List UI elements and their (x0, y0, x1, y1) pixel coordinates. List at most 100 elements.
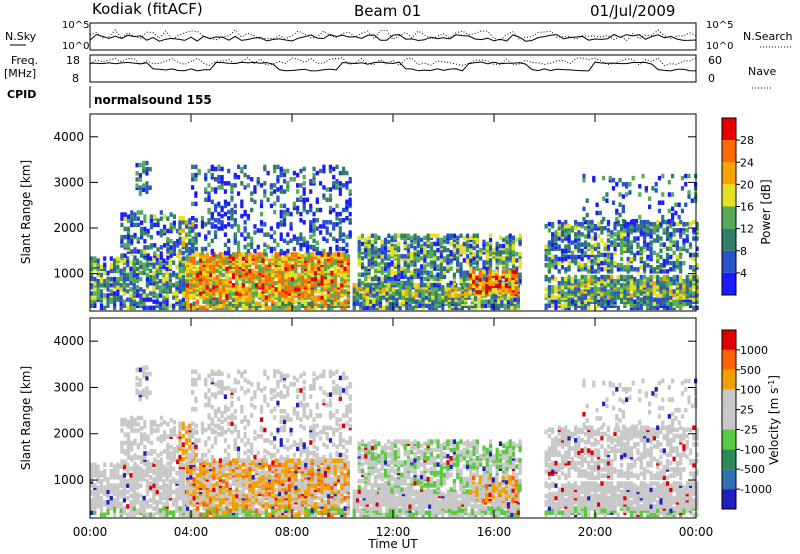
power-cell-829 (228, 301, 232, 306)
power-cell-2779 (410, 243, 414, 249)
power-cell-362 (178, 305, 182, 311)
power-cell-1898 (286, 248, 290, 254)
power-cell-1964 (309, 207, 313, 213)
power-cell-2897 (442, 274, 447, 280)
velocity-cell-164 (129, 499, 133, 505)
power-cell-3757 (672, 289, 676, 294)
velocity-cell-260 (152, 493, 156, 499)
power-cell-3693 (656, 293, 660, 298)
power-cell-3770 (675, 280, 679, 286)
power-cell-3379 (570, 299, 574, 304)
velocity-cell-106 (112, 483, 117, 488)
power-cell-4221 (649, 248, 653, 254)
power-cell-2194 (388, 301, 392, 306)
power-cell-276 (155, 283, 159, 288)
power-cell-1731 (223, 242, 228, 248)
velocity-cell-202 (135, 481, 140, 486)
power-cell-3844 (695, 274, 699, 280)
power-cell-3425 (580, 274, 584, 280)
power-cell-305 (162, 278, 166, 284)
power-cell-2177 (382, 305, 386, 311)
power-cell-734 (212, 276, 216, 282)
power-cell-2896 (439, 237, 443, 243)
power-cell-1546 (343, 289, 347, 294)
power-cell-4098 (616, 262, 620, 268)
power-cell-3850 (544, 244, 548, 249)
power-cell-3872 (551, 236, 555, 241)
power-cell-2057 (338, 181, 342, 186)
power-cell-2807 (416, 235, 420, 241)
power-cell-4046 (600, 260, 604, 266)
power-cell-2794 (413, 239, 417, 245)
power-cell-965 (248, 260, 252, 265)
power-cell-213 (139, 293, 143, 298)
power-cell-2890 (439, 258, 443, 263)
power-cell-2192 (385, 283, 389, 288)
power-cell-525 (169, 212, 173, 217)
power-cell-3119 (502, 243, 506, 249)
power-cell-3695 (656, 285, 660, 290)
power-cell-3299 (514, 269, 518, 274)
velocity-cell-296 (158, 466, 163, 472)
power-cell-3326 (554, 305, 558, 311)
power-cell-4301 (672, 232, 676, 237)
power-cell-1138 (277, 278, 282, 284)
power-cell-2796 (413, 233, 417, 239)
power-cell-2932 (452, 272, 457, 278)
power-cell-3928 (567, 260, 571, 266)
power-cell-3998 (587, 242, 591, 247)
power-cell-2044 (335, 179, 339, 184)
power-cell-2876 (436, 276, 440, 282)
power-cell-1430 (323, 272, 328, 278)
velocity-cell-429 (126, 432, 131, 437)
power-cell-2990 (465, 233, 470, 239)
power-colorbar-swatch-6 (722, 140, 736, 163)
power-cell-3665 (649, 305, 653, 311)
power-cell-1661 (200, 215, 205, 221)
power-cell-3132 (505, 243, 509, 249)
power-cell-1853 (273, 238, 277, 244)
power-cell-3579 (626, 299, 630, 304)
power-cell-1557 (343, 252, 347, 257)
power-cell-1645 (194, 232, 198, 237)
power-cell-2888 (439, 266, 443, 271)
velocity-cell-283 (155, 466, 159, 472)
power-cell-2099 (352, 289, 356, 294)
velocity-cell-101 (112, 502, 117, 507)
power-cell-3944 (570, 226, 574, 231)
power-cell-1995 (319, 207, 323, 213)
power-cell-4408 (638, 184, 642, 189)
power-cell-1053 (264, 295, 268, 300)
power-cell-4110 (619, 248, 624, 254)
power-cell-2686 (390, 268, 394, 273)
power-cell-2793 (413, 245, 417, 251)
power-cell-360 (175, 272, 179, 278)
power-cell-763 (218, 303, 222, 309)
power-cell-1409 (320, 280, 324, 286)
velocity-cell-102 (112, 497, 117, 503)
power-cell-3761 (675, 303, 679, 309)
power-cell-3403 (577, 301, 581, 306)
power-cell-3571 (623, 293, 627, 298)
power-cell-1958 (309, 244, 313, 250)
power-cell-3760 (672, 274, 676, 280)
power-cell-255 (152, 305, 156, 311)
velocity-cell-233 (145, 499, 150, 505)
power-cell-1553 (343, 266, 347, 272)
power-cell-3133 (505, 239, 509, 245)
power-cell-1993 (319, 230, 323, 235)
power-cell-867 (235, 305, 239, 311)
power-cell-3924 (564, 223, 568, 229)
power-cell-1870 (276, 164, 280, 170)
power-cell-0 (90, 303, 94, 309)
power-cell-4314 (679, 269, 683, 274)
power-cell-1145 (277, 260, 282, 265)
power-cell-1575 (346, 264, 350, 270)
power-cell-2870 (433, 249, 437, 255)
velocity-cell-149 (122, 464, 127, 470)
power-cell-1195 (287, 297, 291, 302)
power-cell-3984 (583, 250, 588, 256)
power-cell-2799 (416, 268, 420, 273)
power-cell-716 (208, 272, 213, 278)
power-cell-3974 (580, 252, 584, 258)
